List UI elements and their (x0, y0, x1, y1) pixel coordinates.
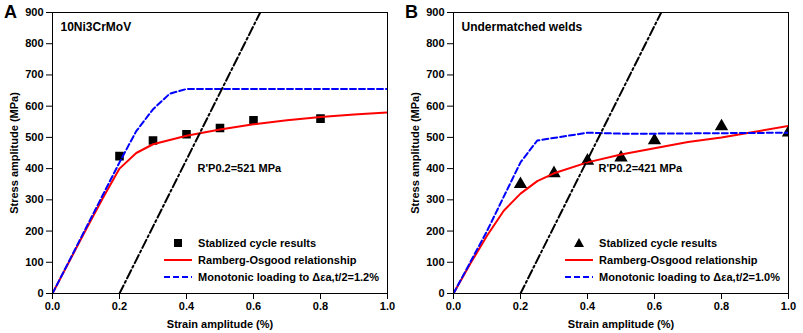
svg-text:Undermatched welds: Undermatched welds (462, 20, 583, 34)
svg-text:0.8: 0.8 (714, 300, 729, 312)
svg-text:0.4: 0.4 (580, 300, 596, 312)
svg-text:700: 700 (25, 68, 43, 80)
html-text:Stablized cycle results: Stablized cycle results (198, 236, 317, 249)
html-text:Ramberg-Osgood relationship: Ramberg-Osgood relationship (599, 253, 758, 266)
svg-text:Stress amplitude (MPa): Stress amplitude (MPa) (8, 92, 20, 214)
svg-text:0: 0 (438, 287, 444, 299)
svg-text:200: 200 (426, 225, 444, 237)
svg-text:Stress amplitude (MPa): Stress amplitude (MPa) (409, 92, 421, 214)
svg-text:900: 900 (25, 6, 43, 18)
html-text:Monotonic loading to Δεa,t/2=1: Monotonic loading to Δεa,t/2=1.2% (198, 270, 379, 283)
svg-text:0.8: 0.8 (313, 300, 328, 312)
svg-text:200: 200 (25, 225, 43, 237)
svg-text:800: 800 (25, 37, 43, 49)
svg-text:400: 400 (25, 162, 43, 174)
svg-text:600: 600 (426, 100, 444, 112)
svg-text:1.0: 1.0 (781, 300, 796, 312)
html-text:Monotonic loading to Δεa,t/2=1: Monotonic loading to Δεa,t/2=1.0% (599, 270, 780, 283)
svg-text:500: 500 (25, 131, 43, 143)
svg-text:0.0: 0.0 (45, 300, 60, 312)
svg-text:0.4: 0.4 (179, 300, 195, 312)
svg-text:0.6: 0.6 (246, 300, 261, 312)
svg-text:100: 100 (426, 256, 444, 268)
html-text:Stablized cycle results: Stablized cycle results (599, 236, 718, 249)
svg-text:400: 400 (426, 162, 444, 174)
svg-text:0.2: 0.2 (112, 300, 127, 312)
svg-text:Strain amplitude (%): Strain amplitude (%) (568, 318, 675, 330)
svg-text:1.0: 1.0 (380, 300, 395, 312)
svg-text:Strain amplitude (%): Strain amplitude (%) (167, 318, 274, 330)
svg-text:10Ni3CrMoV: 10Ni3CrMoV (61, 20, 132, 34)
svg-text:800: 800 (426, 37, 444, 49)
svg-text:0.6: 0.6 (647, 300, 662, 312)
svg-text:900: 900 (426, 6, 444, 18)
svg-text:0.0: 0.0 (446, 300, 461, 312)
html-text:B: B (405, 2, 418, 22)
svg-text:500: 500 (426, 131, 444, 143)
svg-text:100: 100 (25, 256, 43, 268)
svg-text:0: 0 (37, 287, 43, 299)
svg-text:300: 300 (426, 193, 444, 205)
svg-text:600: 600 (25, 100, 43, 112)
svg-text:R'P0.2=421 MPa: R'P0.2=421 MPa (599, 162, 684, 174)
svg-text:R'P0.2=521 MPa: R'P0.2=521 MPa (198, 162, 283, 174)
svg-text:0.2: 0.2 (513, 300, 528, 312)
svg-text:300: 300 (25, 193, 43, 205)
html-text:A: A (4, 2, 17, 22)
svg-text:700: 700 (426, 68, 444, 80)
html-text:Ramberg-Osgood relationship: Ramberg-Osgood relationship (198, 253, 357, 266)
